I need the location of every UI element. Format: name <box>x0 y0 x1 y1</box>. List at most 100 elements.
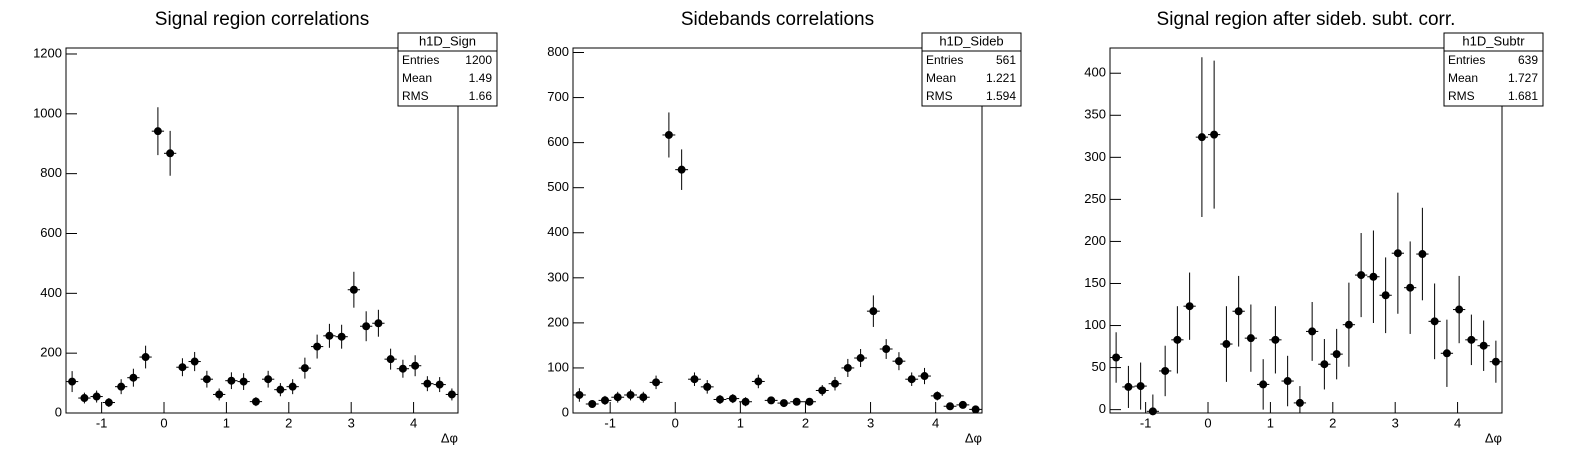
data-point <box>892 352 906 371</box>
data-point <box>176 358 189 377</box>
data-point <box>1428 283 1441 360</box>
y-tick-label: 600 <box>547 134 569 149</box>
marker <box>792 397 801 406</box>
marker <box>831 379 840 388</box>
data-point <box>918 367 931 385</box>
marker <box>1467 335 1476 344</box>
marker <box>1112 353 1121 362</box>
y-tick-label: 500 <box>547 179 569 194</box>
data-point <box>969 405 983 414</box>
data-point <box>347 271 361 308</box>
marker <box>1406 283 1415 292</box>
data-point <box>1134 362 1147 410</box>
marker <box>805 397 814 406</box>
y-tick-label: 300 <box>547 269 569 284</box>
marker <box>1246 334 1255 343</box>
marker <box>276 385 285 394</box>
plot-frame <box>65 47 459 414</box>
y-tick-label: 0 <box>55 404 62 419</box>
stats-label: Mean <box>402 71 432 85</box>
data-point <box>396 359 410 378</box>
marker <box>1393 249 1402 258</box>
data-point <box>572 388 586 402</box>
data-point <box>624 389 637 401</box>
y-tick-label: 400 <box>1084 65 1106 80</box>
data-point <box>1293 386 1307 413</box>
data-point <box>1330 328 1343 380</box>
y-tick-label: 150 <box>1084 275 1106 290</box>
data-point <box>274 383 287 397</box>
data-point <box>688 372 701 386</box>
data-point <box>854 349 868 368</box>
marker <box>1332 350 1341 359</box>
data-point <box>879 339 893 359</box>
y-tick-label: 300 <box>1084 149 1106 164</box>
data-point <box>1306 301 1319 361</box>
x-tick-label: 3 <box>867 415 874 430</box>
data-point <box>1109 332 1123 383</box>
stats-value: 1200 <box>465 53 492 67</box>
x-tick-label: 0 <box>1204 415 1211 430</box>
marker <box>677 165 686 174</box>
marker <box>1308 327 1317 336</box>
data-point <box>200 370 214 388</box>
y-tick-label: 50 <box>1092 359 1106 374</box>
marker <box>779 399 788 408</box>
marker <box>728 394 737 403</box>
marker <box>958 400 967 409</box>
y-tick-label: 250 <box>1084 191 1106 206</box>
stats-name: h1D_Subtr <box>1462 33 1525 48</box>
marker <box>80 394 89 403</box>
marker <box>349 285 358 294</box>
x-tick-label: 1 <box>1267 415 1274 430</box>
marker <box>129 373 138 382</box>
data-point <box>323 323 336 348</box>
marker <box>664 130 673 139</box>
stats-value: 1.49 <box>469 71 493 85</box>
data-point <box>151 107 165 156</box>
data-point <box>790 397 804 406</box>
data-point <box>225 372 238 390</box>
marker <box>1222 340 1231 349</box>
marker <box>869 307 878 316</box>
data-point <box>421 376 434 392</box>
data-point <box>1477 320 1490 371</box>
y-tick-label: 400 <box>40 285 62 300</box>
y-tick-label: 100 <box>1084 317 1106 332</box>
stats-label: Entries <box>926 53 963 67</box>
data-point <box>649 375 663 390</box>
data-point <box>445 388 459 401</box>
marker <box>1271 335 1280 344</box>
stats-label: RMS <box>926 89 953 103</box>
marker <box>626 390 635 399</box>
marker <box>104 398 113 407</box>
data-point <box>700 380 714 394</box>
plot-frame <box>1109 47 1503 414</box>
marker <box>741 397 750 406</box>
data-point <box>78 392 91 404</box>
data-point <box>1416 207 1429 301</box>
marker <box>1320 360 1329 369</box>
marker <box>588 399 597 408</box>
data-point <box>286 379 299 395</box>
marker <box>1148 407 1157 416</box>
marker <box>1173 335 1182 344</box>
stats-label: Entries <box>402 53 439 67</box>
data-point <box>764 396 778 405</box>
marker <box>1491 357 1500 366</box>
marker <box>1381 291 1390 300</box>
marker <box>1357 271 1366 280</box>
data-point <box>1391 192 1405 314</box>
marker <box>313 342 322 351</box>
marker <box>1161 366 1170 375</box>
data-point <box>262 370 275 388</box>
x-axis-label: Δφ <box>1485 430 1502 445</box>
y-tick-label: 800 <box>40 165 62 180</box>
stats-box <box>921 32 1022 107</box>
data-point <box>1146 394 1160 416</box>
data-point <box>1122 365 1135 408</box>
stats-value: 1.66 <box>469 89 493 103</box>
data-point <box>841 358 855 377</box>
marker <box>1283 377 1292 386</box>
marker <box>1185 302 1194 311</box>
